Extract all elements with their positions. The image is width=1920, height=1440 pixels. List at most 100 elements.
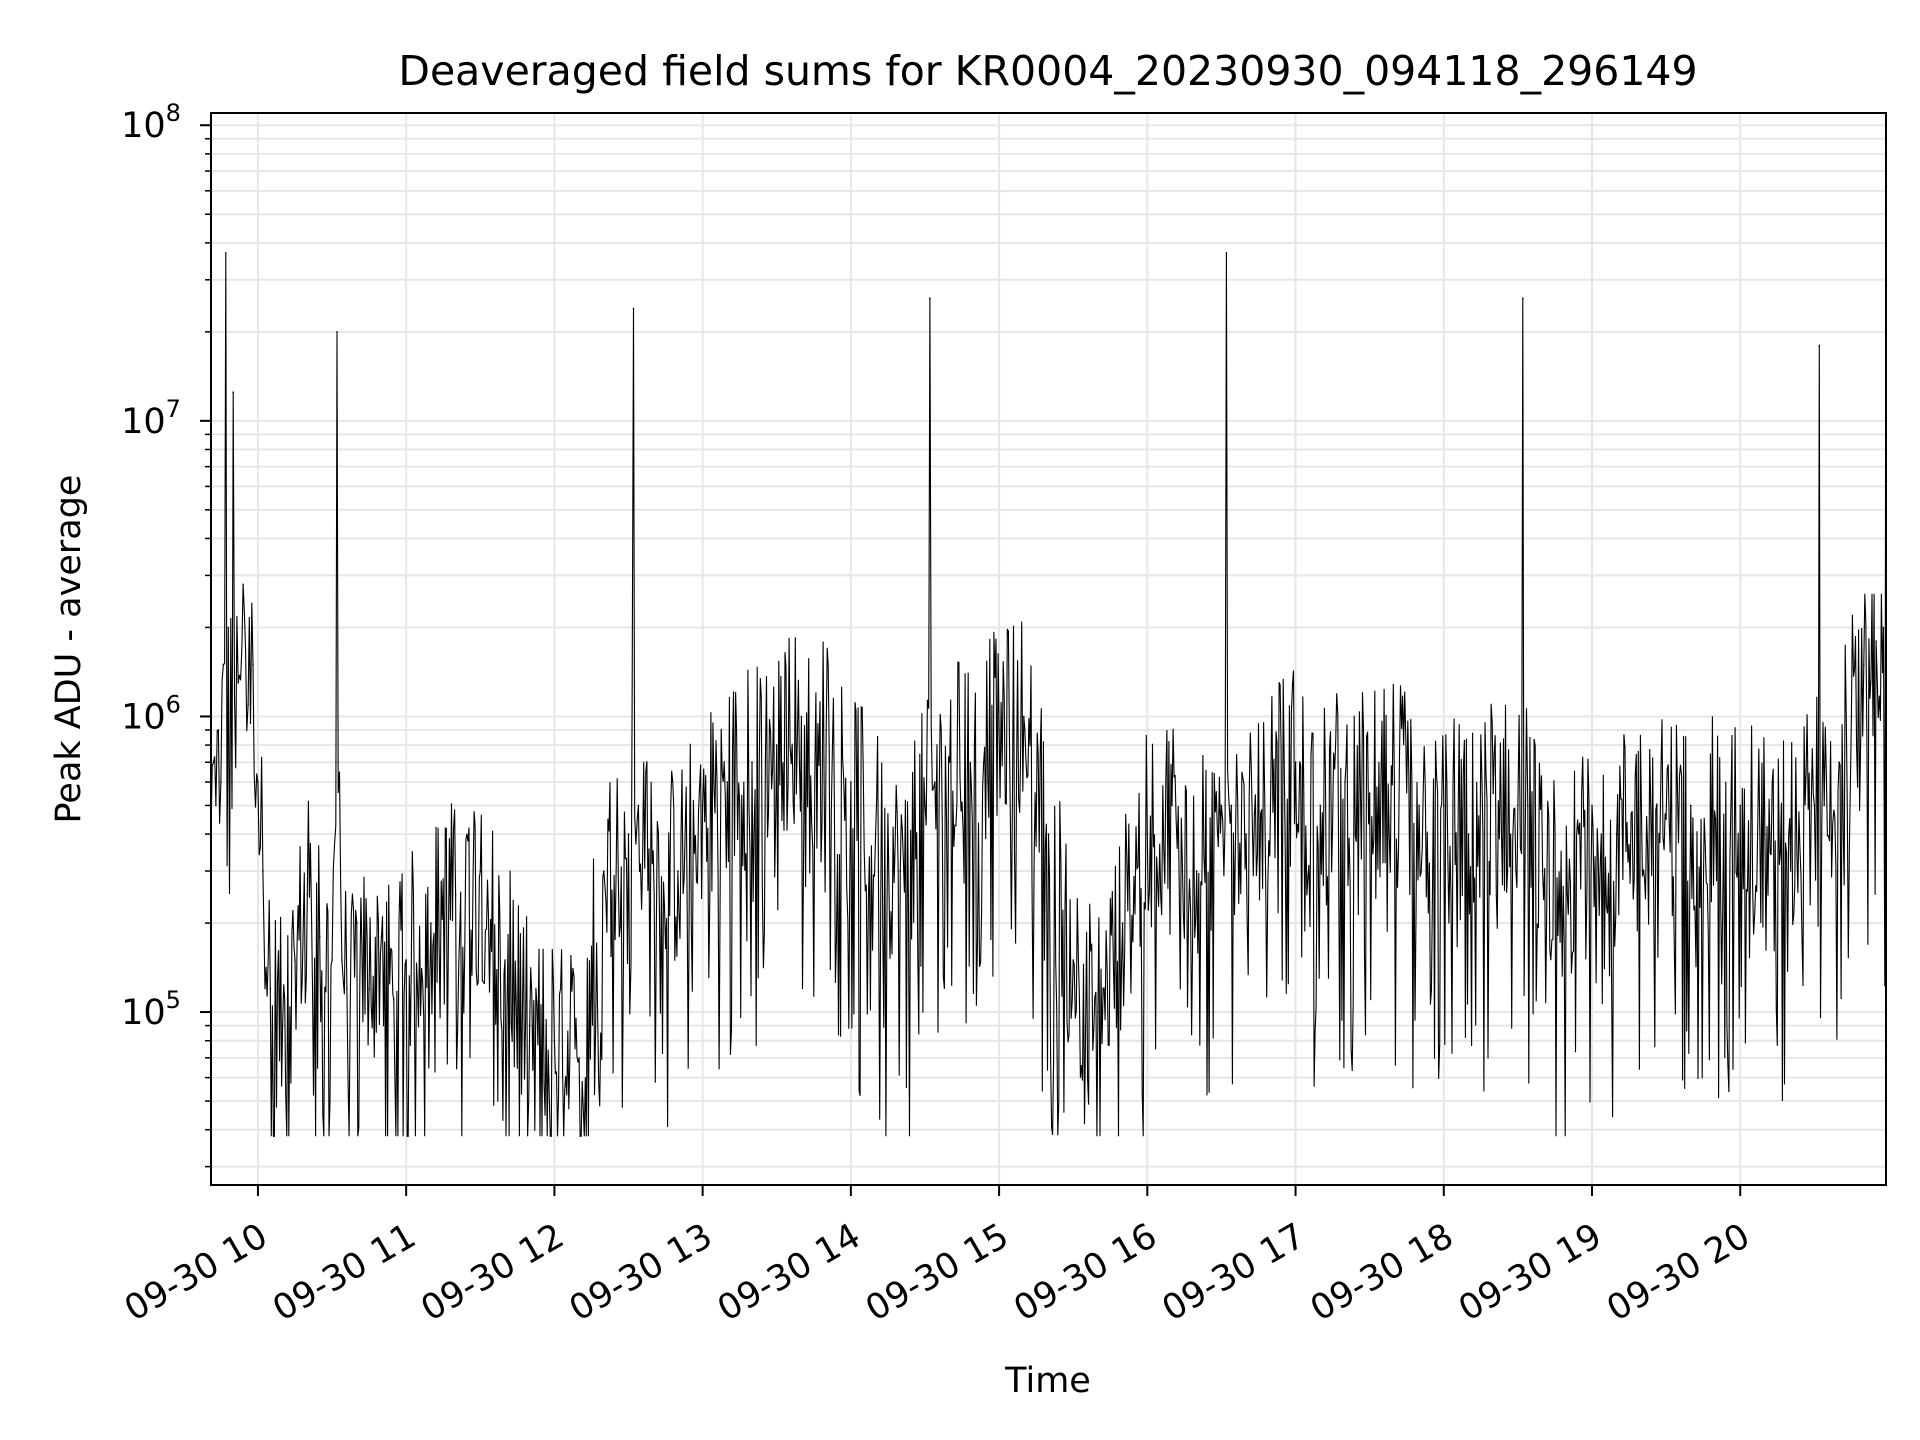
data-point [998, 729, 1000, 731]
data-point [331, 959, 333, 961]
data-point [380, 935, 383, 938]
data-point [222, 663, 225, 666]
data-point [1714, 818, 1717, 820]
data-point [454, 893, 457, 896]
data-point [1813, 804, 1816, 807]
data-point [751, 761, 753, 763]
data-point [1121, 922, 1124, 924]
y-axis-label: Peak ADU - average [49, 475, 89, 824]
data-point [341, 959, 343, 961]
data-point [1023, 715, 1025, 718]
data-point [1225, 252, 1228, 254]
data-point [578, 1057, 580, 1059]
data-point [479, 870, 482, 872]
data-point [701, 804, 704, 807]
data-point [247, 703, 249, 705]
data-point [281, 1024, 284, 1027]
data-point [1640, 804, 1643, 807]
plot-frame [210, 112, 1887, 1186]
data-point [318, 935, 321, 938]
data-point [227, 626, 230, 629]
data-point [1443, 804, 1445, 807]
data-point [405, 959, 408, 961]
data-point [252, 663, 254, 666]
data-point [874, 833, 877, 835]
data-point [306, 893, 309, 896]
data-point [924, 804, 926, 807]
data-point [637, 804, 640, 807]
data-point [217, 729, 220, 731]
data-point [1220, 804, 1223, 807]
data-point [632, 307, 635, 310]
data-point [603, 870, 605, 872]
data-point [1245, 833, 1247, 835]
data-point [1319, 804, 1322, 807]
series-layer [210, 161, 1887, 1137]
data-point [1195, 870, 1198, 872]
data-point [393, 999, 395, 1001]
data-point [825, 729, 827, 731]
data-point [934, 781, 936, 783]
data-point [368, 987, 370, 990]
data-point [1072, 959, 1074, 961]
data-point [553, 1039, 556, 1042]
x-axis-label: Time [1004, 1361, 1091, 1401]
data-point [1230, 804, 1233, 807]
data-point [1591, 804, 1593, 807]
data-point [1875, 640, 1877, 642]
data-point [1788, 818, 1791, 820]
data-point [294, 959, 296, 961]
data-point [1541, 870, 1544, 872]
data-point [242, 583, 244, 586]
data-point [652, 850, 654, 852]
data-series-line [210, 162, 1887, 1137]
data-point [232, 391, 234, 394]
data-point [346, 987, 348, 990]
data-point [356, 922, 358, 924]
data-point [1344, 781, 1346, 783]
data-point [1764, 833, 1766, 835]
y-tick-label: 108 [121, 99, 181, 146]
data-point [850, 781, 852, 783]
data-point [726, 781, 729, 783]
data-point [1467, 833, 1470, 835]
data-point [1171, 804, 1173, 807]
data-point [1690, 804, 1692, 807]
data-point [775, 744, 778, 746]
data-point [1818, 344, 1821, 347]
data-point [1294, 761, 1297, 763]
data-point [899, 870, 902, 872]
data-point [1850, 715, 1853, 718]
data-point [430, 922, 432, 924]
data-point [257, 781, 259, 783]
data-point [1047, 833, 1050, 835]
data-point [237, 682, 239, 684]
data-point [627, 833, 630, 835]
data-point [220, 781, 222, 783]
y-tick-label: 105 [121, 986, 181, 1033]
data-point [215, 804, 217, 807]
data-point [800, 715, 803, 718]
data-point [225, 252, 227, 254]
data-point [1517, 804, 1519, 807]
data-point [1492, 792, 1494, 794]
data-point [1566, 893, 1569, 896]
y-axis: 105 106 107 108 [121, 99, 211, 1168]
data-point [336, 331, 338, 333]
y-tick-label: 106 [121, 690, 181, 737]
data-point [1146, 833, 1149, 835]
data-point [1838, 761, 1840, 763]
chart-title: Deaveraged field sums for KR0004_2023093… [398, 47, 1697, 95]
data-point [1823, 804, 1825, 807]
data-point [1615, 833, 1618, 835]
data-point [1522, 297, 1524, 300]
data-point [528, 1024, 531, 1027]
data-point [973, 744, 976, 746]
data-point [269, 987, 272, 990]
data-point [504, 959, 506, 961]
data-point [1418, 804, 1420, 807]
data-point [1665, 818, 1667, 820]
data-point [677, 870, 679, 872]
y-tick-label: 107 [121, 395, 181, 442]
